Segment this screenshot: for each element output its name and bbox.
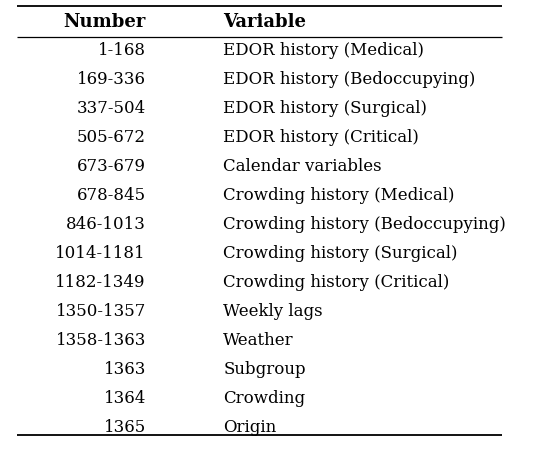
- Text: EDOR history (Surgical): EDOR history (Surgical): [224, 100, 427, 117]
- Text: 1363: 1363: [103, 361, 146, 378]
- Text: EDOR history (Medical): EDOR history (Medical): [224, 43, 424, 60]
- Text: 673-679: 673-679: [77, 158, 146, 175]
- Text: 169-336: 169-336: [77, 72, 146, 88]
- Text: 1182-1349: 1182-1349: [56, 274, 146, 291]
- Text: EDOR history (Bedoccupying): EDOR history (Bedoccupying): [224, 72, 475, 88]
- Text: Number: Number: [63, 13, 146, 31]
- Text: Crowding history (Medical): Crowding history (Medical): [224, 187, 455, 204]
- Text: 1-168: 1-168: [98, 43, 146, 60]
- Text: 846-1013: 846-1013: [66, 216, 146, 233]
- Text: Calendar variables: Calendar variables: [224, 158, 382, 175]
- Text: Weather: Weather: [224, 332, 294, 349]
- Text: EDOR history (Critical): EDOR history (Critical): [224, 129, 419, 146]
- Text: Crowding history (Surgical): Crowding history (Surgical): [224, 245, 458, 262]
- Text: Origin: Origin: [224, 419, 276, 436]
- Text: Subgroup: Subgroup: [224, 361, 306, 378]
- Text: 1365: 1365: [103, 419, 146, 436]
- Text: 1364: 1364: [103, 389, 146, 407]
- Text: 1014-1181: 1014-1181: [55, 245, 146, 262]
- Text: 678-845: 678-845: [77, 187, 146, 204]
- Text: Crowding history (Critical): Crowding history (Critical): [224, 274, 450, 291]
- Text: Variable: Variable: [224, 13, 306, 31]
- Text: Crowding: Crowding: [224, 389, 305, 407]
- Text: 337-504: 337-504: [77, 100, 146, 117]
- Text: 1350-1357: 1350-1357: [56, 303, 146, 320]
- Text: Weekly lags: Weekly lags: [224, 303, 323, 320]
- Text: Crowding history (Bedoccupying): Crowding history (Bedoccupying): [224, 216, 506, 233]
- Text: 1358-1363: 1358-1363: [56, 332, 146, 349]
- Text: 505-672: 505-672: [77, 129, 146, 146]
